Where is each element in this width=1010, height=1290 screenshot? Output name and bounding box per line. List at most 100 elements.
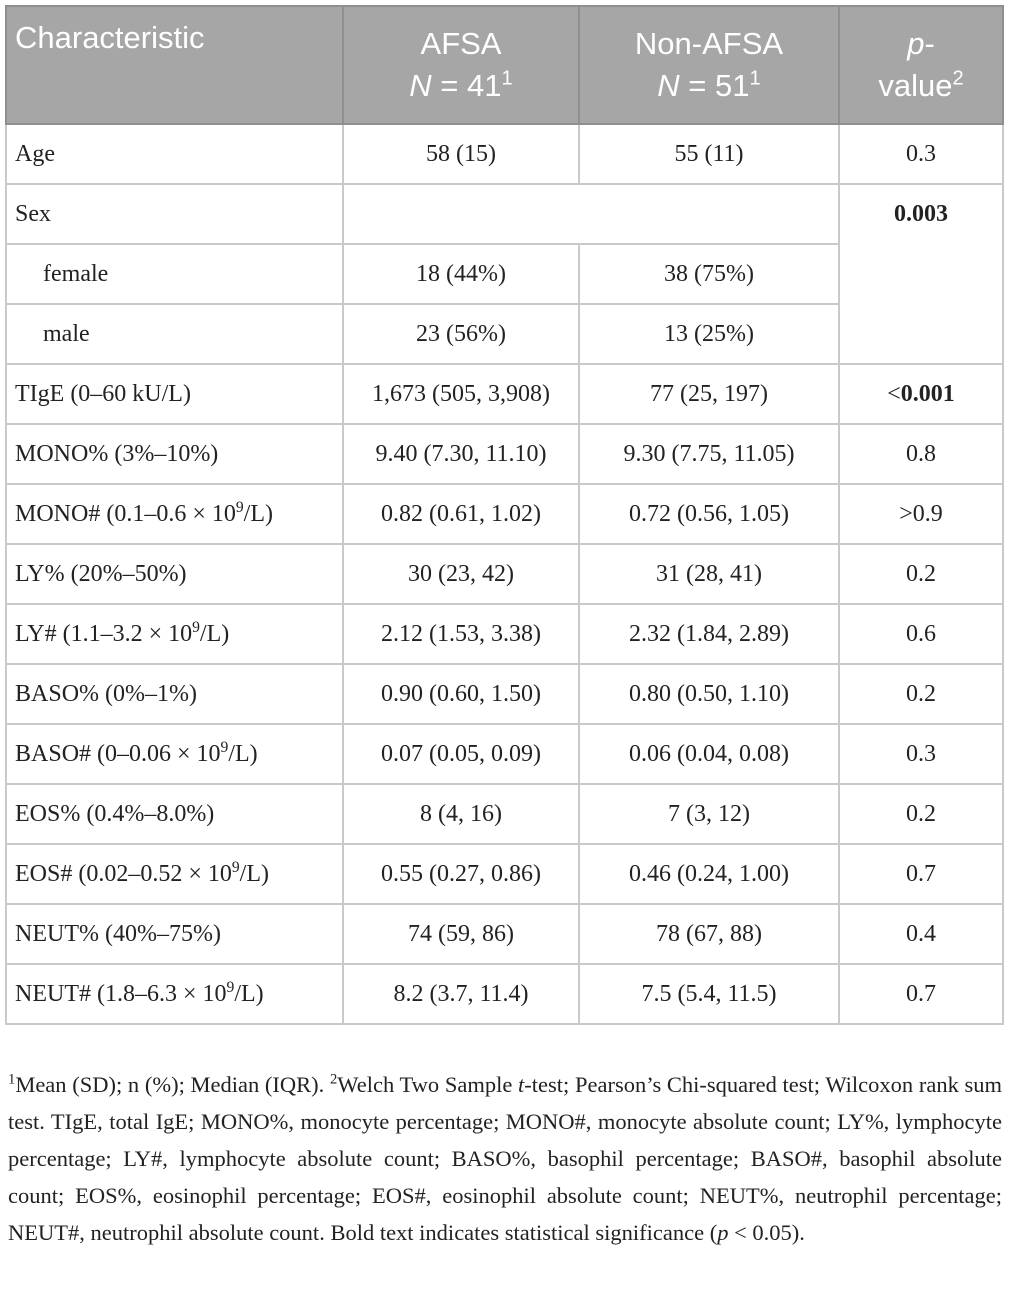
- footnote: 1Mean (SD); n (%); Median (IQR). 2Welch …: [8, 1066, 1002, 1251]
- text-segment: NEUT% (40%–75%): [15, 920, 221, 947]
- row-label: TIgE (0–60 kU/L): [5, 363, 344, 425]
- text-segment: = 51: [679, 68, 750, 103]
- text-segment: N: [657, 68, 680, 103]
- header-cell: AFSA N = 411: [342, 5, 580, 125]
- text-segment: 9.40 (7.30, 11.10): [375, 440, 547, 467]
- text-segment: /L): [234, 980, 264, 1007]
- afsa-cell: 0.55 (0.27, 0.86): [342, 843, 580, 905]
- p-value-cell: 0.7: [838, 843, 1004, 905]
- non-afsa-cell: 0.46 (0.24, 1.00): [578, 843, 840, 905]
- text-segment: 30 (23, 42): [408, 560, 514, 587]
- text-segment: N: [409, 68, 432, 103]
- text-segment: 0.72 (0.56, 1.05): [629, 500, 789, 527]
- text-segment: Characteristic: [15, 20, 205, 55]
- text-segment: 9.30 (7.75, 11.05): [623, 440, 795, 467]
- text-segment: LY% (20%–50%): [15, 560, 187, 587]
- table-row: TIgE (0–60 kU/L) 1,673 (505, 3,908) 77 (25…: [5, 363, 1004, 425]
- non-afsa-cell: 77 (25, 197): [578, 363, 840, 425]
- afsa-cell: 18 (44%): [342, 243, 580, 305]
- text-segment: EOS# (0.02–0.52 × 10: [15, 860, 232, 887]
- header-line: Non-AFSA: [588, 23, 830, 65]
- afsa-cell: 30 (23, 42): [342, 543, 580, 605]
- afsa-cell: 9.40 (7.30, 11.10): [342, 423, 580, 485]
- table-row: male 23 (56%) 13 (25%): [5, 303, 1003, 365]
- row-label: MONO# (0.1–0.6 × 109/L): [5, 483, 344, 545]
- text-segment: BASO# (0–0.06 × 10: [15, 740, 221, 767]
- text-segment: Non-AFSA: [634, 26, 784, 61]
- row-label: male: [5, 303, 344, 365]
- header-line: Characteristic: [15, 17, 334, 59]
- text-segment: p: [907, 26, 925, 61]
- afsa-cell: 0.07 (0.05, 0.09): [342, 723, 580, 785]
- row-label: NEUT% (40%–75%): [5, 903, 344, 965]
- p-value-cell: <0.001: [838, 363, 1004, 425]
- row-label: BASO% (0%–1%): [5, 663, 344, 725]
- header-line: N = 411: [352, 65, 570, 107]
- text-segment: 0.90 (0.60, 1.50): [381, 680, 541, 707]
- header-cell: Characteristic: [5, 5, 344, 125]
- table-body: Age 58 (15) 55 (11) 0.3 Sex 0.003 female 18 (44…: [5, 123, 1004, 1025]
- text-segment: 0.003: [894, 201, 948, 227]
- table-row: BASO% (0%–1%) 0.90 (0.60, 1.50) 0.80 (0.50…: [5, 663, 1004, 725]
- text-segment: 0.7: [906, 980, 936, 1007]
- row-label: MONO% (3%–10%): [5, 423, 344, 485]
- text-segment: 2: [329, 1071, 338, 1088]
- text-segment: 74 (59, 86): [408, 920, 514, 947]
- text-segment: t: [518, 1072, 525, 1097]
- p-value-cell: 0.8: [838, 423, 1004, 485]
- text-segment: 18 (44%): [416, 260, 506, 287]
- text-segment: TIgE (0–60 kU/L): [15, 380, 191, 407]
- text-segment: female: [43, 260, 109, 287]
- text-segment: 55 (11): [674, 140, 744, 167]
- non-afsa-cell: 31 (28, 41): [578, 543, 840, 605]
- text-segment: 1: [749, 67, 761, 90]
- text-segment: 2.12 (1.53, 3.38): [381, 620, 541, 647]
- text-segment: /L): [199, 620, 230, 647]
- row-label: Age: [5, 123, 344, 185]
- text-segment: /L): [228, 740, 258, 767]
- p-value-cell: 0.3: [838, 123, 1004, 185]
- table-row: BASO# (0–0.06 × 109/L) 0.07 (0.05, 0.09) 0…: [5, 723, 1004, 785]
- row-label: LY% (20%–50%): [5, 543, 344, 605]
- text-segment: 13 (25%): [664, 320, 754, 347]
- text-segment: 0.82 (0.61, 1.02): [381, 500, 541, 527]
- text-segment: Sex: [15, 200, 51, 227]
- table-head: Characteristic AFSA N = 411 Non-AFSA N = 511…: [5, 5, 1004, 125]
- text-segment: AFSA: [420, 26, 502, 61]
- text-segment: 0.3: [906, 140, 936, 167]
- text-segment: BASO% (0%–1%): [15, 680, 197, 707]
- table-row: EOS# (0.02–0.52 × 109/L) 0.55 (0.27, 0.86…: [5, 843, 1004, 905]
- text-segment: 9: [235, 498, 244, 516]
- text-segment: 38 (75%): [664, 260, 754, 287]
- data-table: Characteristic AFSA N = 411 Non-AFSA N = 511…: [5, 5, 1004, 1025]
- text-segment: 0.001: [900, 380, 955, 407]
- text-segment: MONO% (3%–10%): [15, 440, 219, 467]
- afsa-cell: 74 (59, 86): [342, 903, 580, 965]
- text-segment: 1: [501, 67, 513, 90]
- non-afsa-cell: 7.5 (5.4, 11.5): [578, 963, 840, 1025]
- text-segment: 0.7: [906, 860, 936, 887]
- text-segment: 8.2 (3.7, 11.4): [393, 980, 529, 1007]
- text-segment: 1,673 (505, 3,908): [372, 380, 550, 407]
- text-segment: NEUT# (1.8–6.3 × 10: [15, 980, 227, 1007]
- text-segment: 7 (3, 12): [668, 800, 750, 827]
- table-row: NEUT% (40%–75%) 74 (59, 86) 78 (67, 88) 0.4: [5, 903, 1004, 965]
- row-label: BASO# (0–0.06 × 109/L): [5, 723, 344, 785]
- row-label: female: [5, 243, 344, 305]
- afsa-cell: 2.12 (1.53, 3.38): [342, 603, 580, 665]
- text-segment: 0.2: [906, 680, 936, 707]
- text-segment: 1: [8, 1071, 16, 1088]
- text-segment: 23 (56%): [416, 320, 506, 347]
- text-segment: EOS% (0.4%–8.0%): [15, 800, 215, 827]
- text-segment: 9: [192, 618, 200, 636]
- text-segment: 2.32 (1.84, 2.89): [629, 620, 789, 647]
- non-afsa-cell: 13 (25%): [578, 303, 840, 365]
- p-value-cell: 0.2: [838, 783, 1004, 845]
- text-segment: value: [878, 68, 953, 103]
- table-row: MONO# (0.1–0.6 × 109/L) 0.82 (0.61, 1.02)…: [5, 483, 1004, 545]
- afsa-cell: 0.82 (0.61, 1.02): [342, 483, 580, 545]
- text-segment: male: [43, 320, 90, 347]
- text-segment: = 41: [431, 68, 502, 103]
- text-segment: 58 (15): [426, 140, 496, 167]
- non-afsa-cell: 38 (75%): [578, 243, 840, 305]
